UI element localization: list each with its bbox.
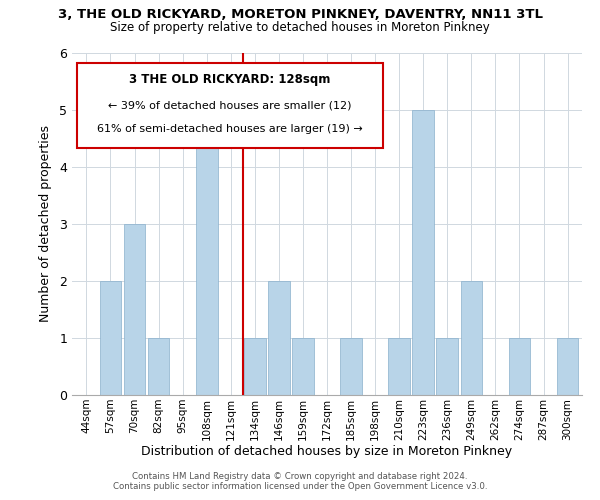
Text: 3 THE OLD RICKYARD: 128sqm: 3 THE OLD RICKYARD: 128sqm: [130, 73, 331, 86]
Bar: [461, 281, 482, 395]
Bar: [388, 338, 410, 395]
Bar: [148, 338, 169, 395]
Text: 61% of semi-detached houses are larger (19) →: 61% of semi-detached houses are larger (…: [97, 124, 363, 134]
Bar: [268, 281, 290, 395]
Bar: [340, 338, 362, 395]
Text: Size of property relative to detached houses in Moreton Pinkney: Size of property relative to detached ho…: [110, 21, 490, 34]
Bar: [557, 338, 578, 395]
FancyBboxPatch shape: [77, 63, 383, 148]
Bar: [436, 338, 458, 395]
Bar: [196, 110, 218, 395]
Text: Contains public sector information licensed under the Open Government Licence v3: Contains public sector information licen…: [113, 482, 487, 491]
Text: Contains HM Land Registry data © Crown copyright and database right 2024.: Contains HM Land Registry data © Crown c…: [132, 472, 468, 481]
Text: 3, THE OLD RICKYARD, MORETON PINKNEY, DAVENTRY, NN11 3TL: 3, THE OLD RICKYARD, MORETON PINKNEY, DA…: [58, 8, 542, 20]
Y-axis label: Number of detached properties: Number of detached properties: [39, 125, 52, 322]
Text: ← 39% of detached houses are smaller (12): ← 39% of detached houses are smaller (12…: [109, 100, 352, 110]
Bar: [100, 281, 121, 395]
Bar: [244, 338, 266, 395]
Bar: [292, 338, 314, 395]
Bar: [509, 338, 530, 395]
X-axis label: Distribution of detached houses by size in Moreton Pinkney: Distribution of detached houses by size …: [142, 446, 512, 458]
Bar: [124, 224, 145, 395]
Bar: [412, 110, 434, 395]
